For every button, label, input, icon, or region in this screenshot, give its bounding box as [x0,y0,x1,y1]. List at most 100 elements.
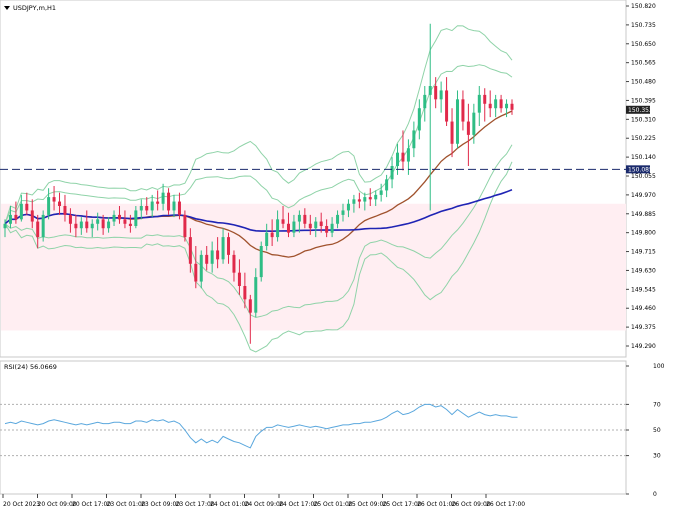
candle [297,210,301,233]
candle-body [423,94,427,109]
candle [199,250,203,289]
candle [150,194,154,218]
candle [314,217,318,238]
candle-body [107,221,111,229]
candle [221,228,225,264]
candle-body [276,219,280,238]
candle [74,214,78,238]
candle [254,268,258,318]
candle [134,206,138,229]
time-tick-label: 23 Oct 01:00 [107,501,146,508]
candle [466,103,470,166]
candle [270,219,274,246]
time-tick-label: 23 Oct 17:00 [176,501,215,508]
candle-body [145,206,149,211]
candle-body [25,203,29,211]
candle [341,203,345,222]
time-tick-label: 20 Oct 09:00 [38,501,77,508]
candle-body [303,214,307,224]
candle-body [58,201,62,206]
candle-body [379,190,383,195]
time-tick-label: 26 Oct 17:00 [486,501,525,508]
candle-body [139,206,143,211]
candle [85,210,89,233]
candle-body [417,108,421,131]
time-tick-label: 26 Oct 09:00 [452,501,491,508]
candle [455,90,459,149]
candle-body [101,219,105,229]
candle-body [8,214,12,224]
candle-body [259,246,263,278]
candle [494,94,498,118]
price-tick-label: 149.885 [631,211,656,218]
candle [25,192,29,215]
candle-body [445,90,449,122]
price-tick-label: 150.735 [631,22,656,29]
candle [385,174,389,198]
price-tick-label: 150.395 [631,97,656,104]
candle [461,90,465,131]
candle [41,210,45,242]
candle [194,246,198,289]
rsi-label: RSI(24) 56.0669 [4,363,57,371]
candle-body [90,223,94,229]
candle-body [374,194,378,200]
price-tick-label: 150.650 [631,41,656,48]
candle-body [499,99,503,109]
dropdown-arrow-icon[interactable] [4,6,10,10]
candle [357,192,361,209]
candle-body [281,219,285,224]
price-tick-label: 149.460 [631,305,656,312]
candle-body [150,201,154,211]
time-tick-label: 24 Oct 17:00 [279,501,318,508]
candle [472,103,476,144]
lower-band-3 [4,161,513,353]
time-tick-label: 20 Oct 2023 [3,501,40,508]
candle-body [227,237,231,255]
candle-body [357,199,361,202]
candle-body [36,221,40,238]
candle [177,192,181,220]
price-tick-label: 150.565 [631,60,656,67]
time-tick-label: 25 Oct 17:00 [383,501,422,508]
candle-body [477,94,481,113]
upper-band-3 [4,25,513,224]
candle [510,99,514,115]
candle [281,206,285,229]
candle-body [112,214,116,222]
current-price-tag: 150.353 [626,105,653,114]
candle [434,77,438,109]
candle [96,212,100,231]
candle [58,192,62,215]
candle [428,23,432,211]
upper-band-2 [4,64,513,224]
candle-body [325,226,329,233]
candle-body [243,286,247,300]
candle [363,192,367,211]
candle [483,88,487,122]
candle-body [406,148,410,162]
candle-body [52,197,56,202]
candle-body [156,201,160,204]
candle-body [483,94,487,104]
price-axis[interactable]: 150.820 150.735 150.650 150.565 150.480 150.3… [626,3,656,350]
price-tick-label: 149.630 [631,267,656,274]
rsi-axis[interactable]: 100 70 50 30 0 [626,363,665,498]
candle [423,86,427,122]
candle [352,194,356,213]
price-tick-label: 149.970 [631,192,656,199]
symbol-dropdown[interactable]: USDJPY,m,H1 [4,4,56,12]
candle [112,210,116,226]
rsi-panel[interactable] [0,360,627,495]
hline-price-tag: 150.085 [626,165,653,174]
candle [450,108,454,158]
candle-body [428,86,432,95]
candle [445,77,449,126]
candle [259,241,263,282]
price-tick-label: 150.820 [631,3,656,10]
time-tick-label: 25 Oct 09:00 [348,501,387,508]
candle-body [330,223,334,233]
candle [3,219,7,238]
